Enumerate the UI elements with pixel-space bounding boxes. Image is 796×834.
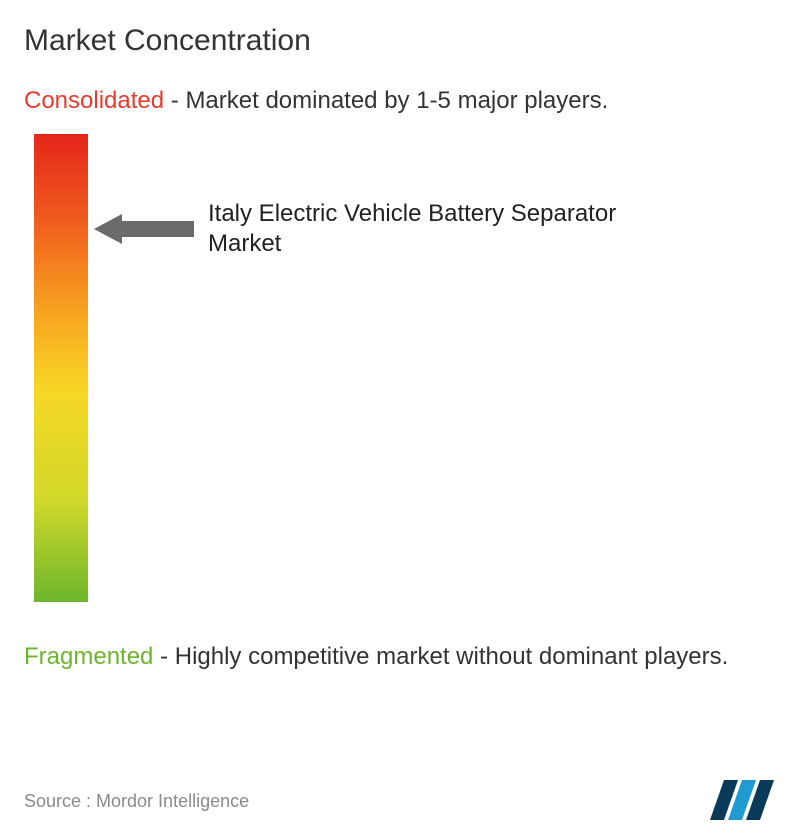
consolidated-description: - Market dominated by 1-5 major players. (164, 87, 608, 114)
fragmented-description: - Highly competitive market without domi… (153, 643, 728, 670)
marker: Italy Electric Vehicle Battery Separator… (94, 199, 628, 259)
gradient-bar (34, 134, 88, 602)
arrow-shape (94, 214, 194, 244)
marker-label: Italy Electric Vehicle Battery Separator… (208, 199, 628, 259)
logo-bars (710, 780, 774, 820)
arrow-left-icon (94, 214, 194, 244)
source-attribution: Source : Mordor Intelligence (24, 791, 249, 812)
concentration-chart: Italy Electric Vehicle Battery Separator… (24, 134, 772, 614)
consolidated-label: Consolidated (24, 87, 164, 114)
consolidated-legend: Consolidated - Market dominated by 1-5 m… (24, 86, 772, 116)
fragmented-label: Fragmented (24, 643, 153, 670)
page-title: Market Concentration (24, 24, 772, 58)
fragmented-legend: Fragmented - Highly competitive market w… (24, 642, 772, 672)
mordor-logo-icon (704, 780, 778, 820)
